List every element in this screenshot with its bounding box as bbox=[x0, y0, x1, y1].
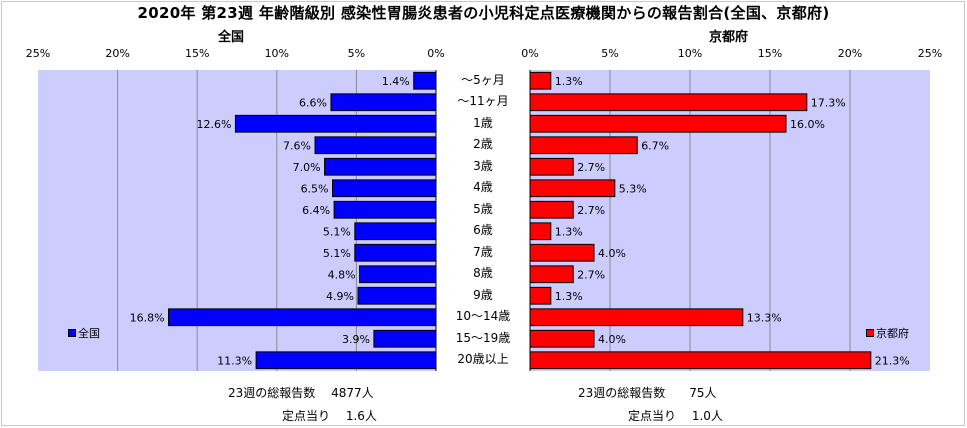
value-label-national: 1.4% bbox=[382, 75, 410, 88]
bar-national bbox=[168, 308, 437, 327]
tick-label: 20% bbox=[105, 47, 130, 60]
value-label-national: 16.8% bbox=[130, 311, 165, 324]
value-label-national: 7.6% bbox=[283, 139, 311, 152]
bar-kyoto bbox=[529, 351, 872, 370]
value-label-kyoto: 16.0% bbox=[790, 118, 825, 131]
bar-kyoto bbox=[529, 71, 552, 90]
bar-national bbox=[314, 136, 437, 155]
tick-label: 5% bbox=[347, 47, 366, 60]
panel-title-kyoto: 京都府 bbox=[709, 30, 749, 45]
bar-national bbox=[359, 265, 437, 284]
value-label-kyoto: 4.0% bbox=[598, 333, 626, 346]
category-label: 5歳 bbox=[473, 201, 493, 216]
bar-national bbox=[413, 71, 437, 90]
category-label: 15～19歳 bbox=[455, 330, 511, 345]
category-label: 10～14歳 bbox=[455, 309, 511, 324]
category-label: ～11ヶ月 bbox=[457, 94, 509, 109]
category-label: 6歳 bbox=[473, 223, 493, 238]
bar-kyoto bbox=[529, 136, 638, 155]
bar-national bbox=[255, 351, 437, 370]
bar-national bbox=[354, 243, 437, 262]
value-label-national: 12.6% bbox=[196, 118, 231, 131]
value-label-kyoto: 1.3% bbox=[555, 290, 583, 303]
footer-kyoto-reports: 23週の総報告数 75人 bbox=[578, 386, 717, 400]
category-label: 1歳 bbox=[473, 115, 493, 130]
tick-label: 10% bbox=[677, 47, 703, 60]
bar-kyoto bbox=[529, 265, 574, 284]
value-label-kyoto: 2.7% bbox=[577, 204, 605, 217]
tick-label: 5% bbox=[601, 47, 619, 60]
category-label: 4歳 bbox=[473, 180, 493, 195]
bar-kyoto bbox=[529, 114, 787, 133]
bar-kyoto bbox=[529, 93, 808, 112]
value-label-national: 5.1% bbox=[323, 247, 351, 260]
value-label-kyoto: 5.3% bbox=[619, 182, 647, 195]
tick-label: 0% bbox=[521, 47, 539, 60]
panel-title-national: 全国 bbox=[218, 30, 245, 45]
category-label: 8歳 bbox=[473, 266, 493, 281]
legend-kyoto: 京都府 bbox=[866, 325, 909, 341]
bar-national bbox=[324, 157, 437, 176]
value-label-kyoto: 2.7% bbox=[577, 161, 605, 174]
tick-label: 15% bbox=[184, 47, 210, 60]
legend-swatch-kyoto bbox=[866, 329, 874, 337]
value-label-national: 4.8% bbox=[328, 268, 356, 281]
value-label-kyoto: 1.3% bbox=[555, 225, 583, 238]
bar-kyoto bbox=[529, 200, 574, 219]
category-label: ～5ヶ月 bbox=[461, 72, 505, 87]
value-label-kyoto: 1.3% bbox=[555, 75, 583, 88]
tick-label: 15% bbox=[757, 47, 783, 60]
category-label: 20歳以上 bbox=[457, 352, 509, 367]
category-label: 2歳 bbox=[473, 137, 493, 152]
footer-national-per-site: 定点当り 1.6人 bbox=[282, 409, 377, 423]
value-label-national: 7.0% bbox=[293, 161, 321, 174]
legend-label-national: 全国 bbox=[78, 327, 100, 340]
legend-swatch-national bbox=[68, 329, 76, 337]
value-label-national: 11.3% bbox=[217, 354, 252, 367]
value-label-national: 4.9% bbox=[326, 290, 354, 303]
category-label: 3歳 bbox=[473, 158, 493, 173]
bar-kyoto bbox=[529, 286, 552, 305]
value-label-national: 5.1% bbox=[323, 225, 351, 238]
bar-national bbox=[332, 179, 437, 198]
footer-kyoto-per-site: 定点当り 1.0人 bbox=[628, 409, 723, 423]
value-label-national: 6.4% bbox=[302, 204, 330, 217]
bar-national bbox=[330, 93, 437, 112]
bar-kyoto bbox=[529, 243, 595, 262]
bar-kyoto bbox=[529, 329, 595, 348]
value-label-kyoto: 17.3% bbox=[811, 96, 846, 109]
bar-kyoto bbox=[529, 179, 616, 198]
footer-national-reports: 23週の総報告数 4877人 bbox=[228, 386, 374, 400]
bar-national bbox=[357, 286, 437, 305]
bar-national bbox=[354, 222, 437, 241]
value-label-kyoto: 21.3% bbox=[875, 354, 910, 367]
legend-national: 全国 bbox=[68, 325, 100, 341]
value-label-national: 3.9% bbox=[342, 333, 370, 346]
legend-label-kyoto: 京都府 bbox=[876, 327, 909, 340]
bar-kyoto bbox=[529, 308, 744, 327]
chart-title: 2020年 第23週 年齢階級別 感染性胃腸炎患者の小児科定点医療機関からの報告… bbox=[137, 4, 830, 22]
value-label-kyoto: 6.7% bbox=[641, 139, 669, 152]
tick-label: 20% bbox=[837, 47, 863, 60]
bar-national bbox=[373, 329, 437, 348]
bar-national bbox=[333, 200, 437, 219]
tick-label: 25% bbox=[25, 47, 51, 60]
bar-kyoto bbox=[529, 157, 574, 176]
category-label: 9歳 bbox=[473, 287, 493, 302]
bar-kyoto bbox=[529, 222, 552, 241]
value-label-kyoto: 2.7% bbox=[577, 268, 605, 281]
value-label-kyoto: 13.3% bbox=[747, 311, 782, 324]
value-label-national: 6.6% bbox=[299, 96, 327, 109]
tick-label: 10% bbox=[264, 47, 290, 60]
value-label-kyoto: 4.0% bbox=[598, 247, 626, 260]
value-label-national: 6.5% bbox=[301, 182, 329, 195]
tick-label: 25% bbox=[917, 47, 943, 60]
bar-national bbox=[234, 114, 437, 133]
tick-label: 0% bbox=[427, 47, 445, 60]
category-label: 7歳 bbox=[473, 244, 493, 259]
